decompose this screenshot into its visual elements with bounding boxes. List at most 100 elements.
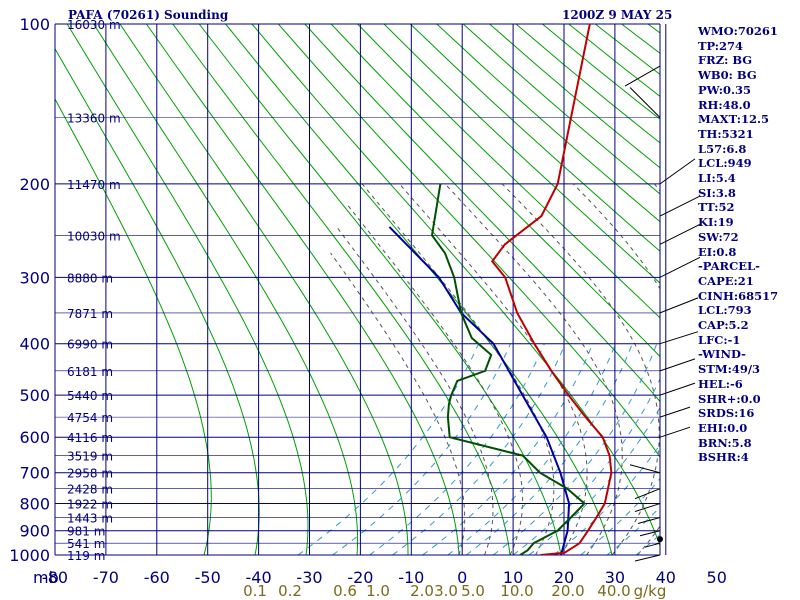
- wind-barb: [624, 65, 661, 87]
- pressure-unit-label: mb: [33, 568, 59, 587]
- wind-barb: [659, 158, 696, 185]
- sounding-profiles: [388, 24, 613, 555]
- index-line: SW:72: [698, 229, 739, 244]
- index-line: TH:5321: [698, 126, 754, 141]
- mixing-ratio-line: [492, 343, 658, 555]
- index-line: EI:0.8: [698, 244, 737, 259]
- index-line: -PARCEL-: [698, 259, 760, 274]
- index-line: TT:52: [698, 200, 735, 215]
- index-line: LFC:-1: [698, 332, 741, 347]
- mixing-ratio-label: g/kg: [634, 582, 667, 600]
- wind-barb: [659, 195, 701, 217]
- height-label: 1922 m: [67, 498, 113, 512]
- temperature-tick-label: 20: [554, 568, 574, 587]
- moist-adiabat: [347, 205, 524, 555]
- wind-barb: [659, 426, 691, 438]
- index-line: L57:6.8: [698, 141, 747, 156]
- pressure-label: 500: [19, 386, 50, 405]
- wind-barb: [659, 223, 701, 245]
- wind-barb: [629, 87, 661, 118]
- index-line: EHI:0.0: [698, 420, 748, 435]
- parcel-line: [388, 226, 571, 555]
- index-line: WB0: BG: [698, 68, 757, 83]
- temperature-tick-label: -40: [246, 568, 272, 587]
- wind-barb: [639, 530, 661, 537]
- temperature-tick-label: -50: [195, 568, 221, 587]
- height-label: 4754 m: [67, 411, 113, 425]
- mixing-ratio-label: 3.0: [434, 582, 458, 600]
- height-label: 6181 m: [67, 365, 113, 379]
- mixing-ratio-label: 0.1: [243, 582, 267, 600]
- dewpoint-line: [430, 183, 586, 555]
- height-label: 8880 m: [67, 271, 113, 285]
- pressure-label: 300: [19, 268, 50, 287]
- mixing-ratio-label: 20.0: [551, 582, 584, 600]
- pressure-label: 700: [19, 464, 50, 483]
- index-line: BSHR:4: [698, 450, 749, 465]
- index-line: LCL:949: [698, 156, 752, 171]
- index-line: KI:19: [698, 215, 734, 230]
- dry-adiabat: [93, 24, 359, 555]
- grid: [54, 23, 667, 556]
- temperature-tick-label: 50: [707, 568, 727, 587]
- height-label: 2428 m: [67, 483, 113, 497]
- pressure-label: 100: [19, 15, 50, 34]
- dry-adiabat: [198, 24, 562, 555]
- pressure-label: 800: [19, 495, 50, 514]
- pressure-label: 200: [19, 175, 50, 194]
- height-label: 1443 m: [67, 512, 113, 526]
- mixing-ratio-line: [392, 343, 566, 555]
- height-label: 11470 m: [67, 178, 121, 192]
- wind-barb: [634, 554, 661, 562]
- temperature-tick-label: -80: [42, 568, 68, 587]
- temperature-tick-label: -10: [398, 568, 424, 587]
- temperature-tick-label: -60: [144, 568, 170, 587]
- pressure-label: 400: [19, 335, 50, 354]
- wind-barb: [659, 406, 691, 418]
- index-line: CAP:5.2: [698, 318, 749, 333]
- dry-adiabat: [225, 24, 613, 555]
- pressure-label: 600: [19, 428, 50, 447]
- height-label: 13360 m: [67, 112, 121, 126]
- wind-barb: [659, 382, 696, 396]
- mixing-ratio-label: 0.6: [333, 582, 357, 600]
- height-label: 2958 m: [67, 467, 113, 481]
- wind-barb: [659, 256, 701, 278]
- sounding-time: 1200Z 9 MAY 25: [562, 8, 673, 22]
- temperature-tick-label: -20: [347, 568, 373, 587]
- temperature-tick-label: -30: [296, 568, 322, 587]
- index-line: MAXT:12.5: [698, 112, 769, 127]
- moist-adiabat: [399, 183, 588, 555]
- height-label: 981 m: [67, 525, 105, 539]
- station-title: PAFA (70261) Sounding: [68, 8, 229, 22]
- height-label: 119 m: [67, 549, 105, 563]
- mixing-ratio-line: [369, 343, 545, 555]
- index-line: PW:0.35: [698, 82, 752, 97]
- wind-barb: [659, 297, 699, 314]
- temperature-tick-label: -70: [93, 568, 119, 587]
- temperature-tick-label: 30: [605, 568, 625, 587]
- mixing-ratio-line: [297, 343, 480, 555]
- index-line: BRN:5.8: [698, 435, 752, 450]
- index-line: RH:48.0: [698, 97, 751, 112]
- mixing-ratio-line: [512, 377, 660, 555]
- height-label: 5440 m: [67, 389, 113, 403]
- temperature-tick-label: 40: [656, 568, 676, 587]
- temperature-tick-label: 10: [503, 568, 523, 587]
- temperature-line: [490, 24, 613, 555]
- mixing-ratio-label: 10.0: [500, 582, 533, 600]
- wind-barbs: [624, 65, 701, 562]
- index-line: -WIND-: [698, 347, 746, 362]
- dry-adiabat: [278, 24, 660, 458]
- pressure-label: 1000: [9, 546, 50, 565]
- height-label: 10030 m: [67, 229, 121, 243]
- height-label: 6990 m: [67, 338, 113, 352]
- stability-indices: WMO:70261 TP:274 FRZ: BG WB0: BG PW:0.35 RH:4…: [698, 24, 778, 465]
- index-line: TP:274: [698, 38, 744, 53]
- wind-barb: [629, 464, 661, 474]
- height-label: 541 m: [67, 537, 105, 551]
- height-label: 16030 m: [67, 18, 121, 32]
- wind-barb: [634, 503, 661, 513]
